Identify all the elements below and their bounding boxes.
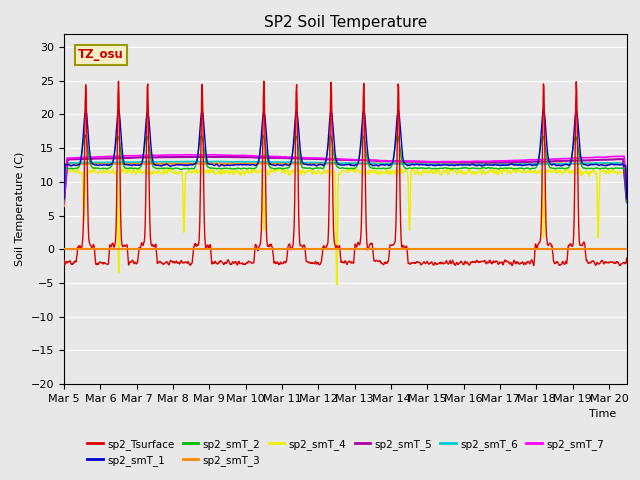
sp2_smT_2: [60, 198, 68, 204]
sp2_smT_5: [216, 154, 223, 160]
sp2_smT_2: [160, 166, 168, 171]
sp2_smT_6: [190, 158, 198, 164]
Line: sp2_smT_3: sp2_smT_3: [64, 163, 627, 206]
sp2_smT_1: [115, 107, 122, 112]
sp2_smT_6: [378, 161, 386, 167]
sp2_smT_3: [207, 161, 214, 167]
sp2_smT_6: [60, 200, 68, 206]
sp2_smT_1: [603, 162, 611, 168]
sp2_smT_1: [378, 162, 386, 168]
Text: TZ_osu: TZ_osu: [78, 48, 124, 61]
sp2_smT_1: [207, 161, 215, 167]
sp2_smT_7: [378, 158, 386, 164]
sp2_smT_5: [66, 156, 74, 162]
sp2_Tsurface: [511, 259, 518, 264]
sp2_smT_2: [623, 198, 630, 204]
Line: sp2_smT_6: sp2_smT_6: [64, 161, 627, 203]
sp2_smT_5: [378, 158, 386, 164]
sp2_Tsurface: [378, 260, 386, 266]
sp2_smT_1: [510, 162, 518, 168]
sp2_smT_6: [159, 159, 167, 165]
sp2_smT_2: [81, 132, 89, 138]
Line: sp2_smT_1: sp2_smT_1: [64, 109, 627, 199]
sp2_smT_7: [603, 154, 611, 160]
sp2_Tsurface: [508, 263, 516, 268]
sp2_smT_3: [603, 161, 611, 167]
sp2_smT_4: [66, 169, 74, 175]
sp2_smT_3: [623, 195, 630, 201]
sp2_smT_4: [207, 168, 215, 174]
sp2_smT_2: [207, 165, 215, 171]
sp2_smT_7: [66, 155, 74, 161]
sp2_smT_7: [510, 157, 518, 163]
Legend: sp2_Tsurface, sp2_smT_1, sp2_smT_2, sp2_smT_3, sp2_smT_4, sp2_smT_5, sp2_smT_6, : sp2_Tsurface, sp2_smT_1, sp2_smT_2, sp2_…: [83, 435, 608, 470]
sp2_Tsurface: [260, 78, 268, 84]
sp2_smT_4: [511, 169, 518, 175]
sp2_smT_6: [623, 200, 630, 206]
sp2_smT_1: [623, 196, 630, 202]
sp2_smT_5: [60, 199, 68, 204]
sp2_smT_4: [333, 282, 341, 288]
sp2_smT_3: [159, 161, 167, 167]
sp2_smT_4: [379, 169, 387, 175]
sp2_smT_5: [510, 159, 518, 165]
sp2_smT_6: [66, 160, 74, 166]
sp2_smT_5: [207, 154, 214, 160]
sp2_Tsurface: [66, 259, 74, 264]
sp2_smT_2: [378, 166, 386, 171]
Title: SP2 Soil Temperature: SP2 Soil Temperature: [264, 15, 428, 30]
sp2_smT_6: [207, 159, 215, 165]
Line: sp2_smT_4: sp2_smT_4: [64, 167, 627, 285]
sp2_smT_5: [603, 157, 611, 163]
sp2_smT_3: [66, 161, 74, 167]
Line: sp2_smT_5: sp2_smT_5: [64, 157, 627, 202]
sp2_Tsurface: [623, 255, 630, 261]
sp2_smT_3: [510, 161, 518, 167]
sp2_smT_4: [60, 206, 68, 212]
Line: sp2_smT_7: sp2_smT_7: [64, 155, 627, 204]
sp2_smT_2: [510, 166, 518, 172]
sp2_smT_7: [207, 152, 214, 157]
sp2_smT_7: [623, 192, 630, 198]
sp2_smT_7: [60, 201, 68, 207]
sp2_smT_5: [159, 154, 167, 160]
sp2_smT_2: [66, 166, 74, 171]
sp2_smT_4: [160, 168, 168, 174]
sp2_Tsurface: [207, 249, 214, 255]
sp2_smT_1: [60, 196, 68, 202]
Y-axis label: Soil Temperature (C): Soil Temperature (C): [15, 152, 25, 266]
sp2_Tsurface: [60, 257, 68, 263]
sp2_Tsurface: [159, 261, 167, 267]
sp2_smT_6: [510, 161, 518, 167]
sp2_smT_7: [209, 152, 217, 157]
sp2_smT_3: [60, 204, 68, 209]
sp2_smT_3: [526, 160, 534, 166]
sp2_smT_6: [603, 160, 611, 166]
sp2_smT_4: [603, 170, 611, 176]
sp2_smT_7: [159, 152, 167, 158]
sp2_smT_1: [66, 162, 74, 168]
sp2_smT_2: [603, 165, 611, 171]
sp2_smT_1: [160, 162, 168, 168]
Line: sp2_smT_2: sp2_smT_2: [64, 135, 627, 201]
sp2_Tsurface: [603, 260, 611, 265]
sp2_smT_5: [623, 198, 630, 204]
sp2_smT_4: [623, 167, 630, 173]
sp2_smT_4: [74, 164, 81, 169]
Line: sp2_Tsurface: sp2_Tsurface: [64, 81, 627, 265]
sp2_smT_3: [378, 161, 385, 167]
Text: Time: Time: [589, 408, 616, 419]
